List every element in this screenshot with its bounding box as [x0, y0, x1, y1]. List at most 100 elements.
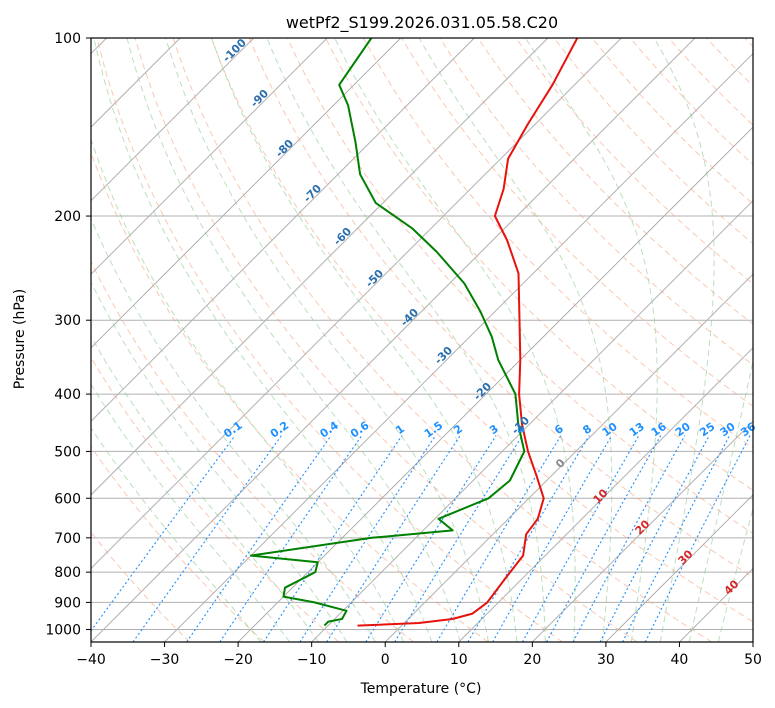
moist-adiabat-line: [93, 38, 433, 642]
y-tick-label: 800: [54, 565, 81, 581]
x-tick-label: 40: [671, 652, 689, 668]
isotherm-line: [91, 38, 402, 349]
x-tick-label: −40: [76, 652, 106, 668]
mixing-ratio-label: 2: [451, 422, 465, 437]
dry-adiabat-line: [248, 38, 753, 578]
moist-adiabat-line: [91, 217, 376, 642]
dry-adiabat-line: [134, 38, 638, 642]
moist-adiabat-line: [91, 281, 348, 642]
dry-adiabat-line: [515, 38, 753, 285]
mixing-ratio-label: 0.1: [221, 419, 244, 441]
x-tick-label: 50: [744, 652, 762, 668]
moist-adiabat-line: [126, 38, 461, 642]
mixing-ratio-line: [572, 435, 686, 642]
plot-area: [91, 38, 753, 642]
moist-adiabat-line: [165, 38, 489, 642]
isotherm-line: [752, 641, 753, 642]
plot-frame: [90, 37, 754, 643]
mixing-ratio-line: [263, 435, 403, 642]
x-tick-label: −30: [150, 652, 180, 668]
axes: −40 −30 −20 −10 0 10 20 30 40 5010020030040050060…: [45, 31, 762, 668]
moist-adiabat-line: [266, 38, 546, 642]
x-tick-label: −20: [223, 652, 253, 668]
isotherm-line: [91, 38, 549, 496]
dry-adiabat-line: [91, 531, 191, 642]
isotherm-line: [91, 38, 696, 642]
dry-adiabat-line: [91, 260, 414, 642]
moist-adiabat-line: [91, 383, 291, 642]
dry-adiabat-line: [210, 38, 753, 623]
mixing-ratio-label: 16: [649, 420, 669, 440]
dry-adiabat-line: [91, 356, 340, 642]
mixing-ratio-line: [546, 435, 662, 642]
mixing-ratio-label: 0.4: [317, 419, 341, 441]
dry-adiabat-line: [325, 38, 753, 491]
dry-adiabat-label: -90: [248, 87, 271, 110]
moist-adiabat-line: [91, 335, 319, 642]
dry-adiabat-label: -50: [363, 267, 386, 290]
mixing-ratio-label: 36: [738, 420, 758, 440]
moist-adiabat-line: [334, 38, 576, 642]
dry-adiabat-label: -80: [273, 137, 296, 160]
moist-adiabat-line: [717, 506, 753, 642]
moist-adiabat-line: [91, 137, 405, 642]
dry-adiabat-label: -20: [471, 380, 494, 403]
dry-adiabat-label: -40: [398, 306, 421, 329]
y-tick-label: 200: [54, 209, 81, 225]
dry-adiabat-line: [477, 38, 753, 325]
y-tick-label: 400: [54, 387, 81, 403]
x-tick-label: 10: [450, 652, 468, 668]
isotherm-line: [458, 347, 753, 642]
mixing-ratio-label: 13: [627, 420, 647, 439]
mixing-ratio-label: 3: [487, 422, 501, 437]
moist-adiabat-label: 10: [591, 486, 611, 506]
mixing-ratio-line: [599, 435, 710, 642]
y-tick-label: 900: [54, 595, 81, 611]
dry-adiabat-line: [91, 445, 265, 642]
mixing-ratio-label: 1: [393, 422, 407, 437]
mixing-ratio-line: [299, 435, 437, 642]
y-tick-label: 500: [54, 444, 81, 460]
mixing-ratio-line: [622, 435, 731, 642]
y-tick-label: 300: [54, 313, 81, 329]
x-axis-label: Temperature (°C): [360, 681, 482, 697]
y-tick-label: 600: [54, 491, 81, 507]
x-tick-label: 0: [381, 652, 390, 668]
isotherm-line: [91, 38, 622, 570]
mixing-ratio-line: [219, 435, 363, 642]
chart-title: wetPf2_S199.2026.031.05.58.C20: [286, 13, 558, 33]
isotherm-line: [237, 126, 753, 642]
dry-adiabat-line: [706, 38, 753, 87]
x-tick-label: 20: [523, 652, 541, 668]
mixing-ratio-line: [436, 435, 562, 642]
temperature-line: [357, 38, 579, 627]
moist-adiabat-line: [653, 38, 715, 642]
moist-adiabat-line: [688, 358, 753, 642]
moist-adiabat-label: 20: [633, 517, 653, 537]
dry-adiabat-label: -70: [301, 182, 324, 205]
moist-adiabat-line: [418, 38, 613, 642]
dewpoint-line: [250, 38, 526, 627]
moist-adiabat-line: [211, 38, 518, 642]
mixing-ratio-label: 25: [697, 420, 717, 439]
dry-adiabat-line: [744, 38, 753, 48]
isotherm-line: [679, 567, 753, 642]
y-tick-label: 700: [54, 531, 81, 547]
mixing-ratio-line: [644, 435, 751, 642]
dry-adiabat-line: [172, 38, 713, 642]
dry-adiabat-line: [286, 38, 753, 535]
moist-adiabat-label: 30: [676, 547, 696, 567]
x-tick-label: −10: [297, 652, 327, 668]
moist-adiabat-line: [91, 427, 262, 642]
mixing-ratio-label: 10: [600, 420, 620, 440]
moist-adiabat-line: [524, 38, 658, 642]
isotherm-line: [91, 38, 328, 275]
dry-adiabat-label: -60: [331, 225, 354, 248]
mixing-ratio-line: [522, 435, 640, 642]
dry-adiabat-label: -10: [509, 414, 532, 437]
dry-adiabat-label: -100: [220, 36, 249, 65]
isotherm-line: [384, 273, 753, 642]
x-tick-label: 30: [597, 652, 615, 668]
dry-adiabat-label: -30: [432, 344, 455, 367]
